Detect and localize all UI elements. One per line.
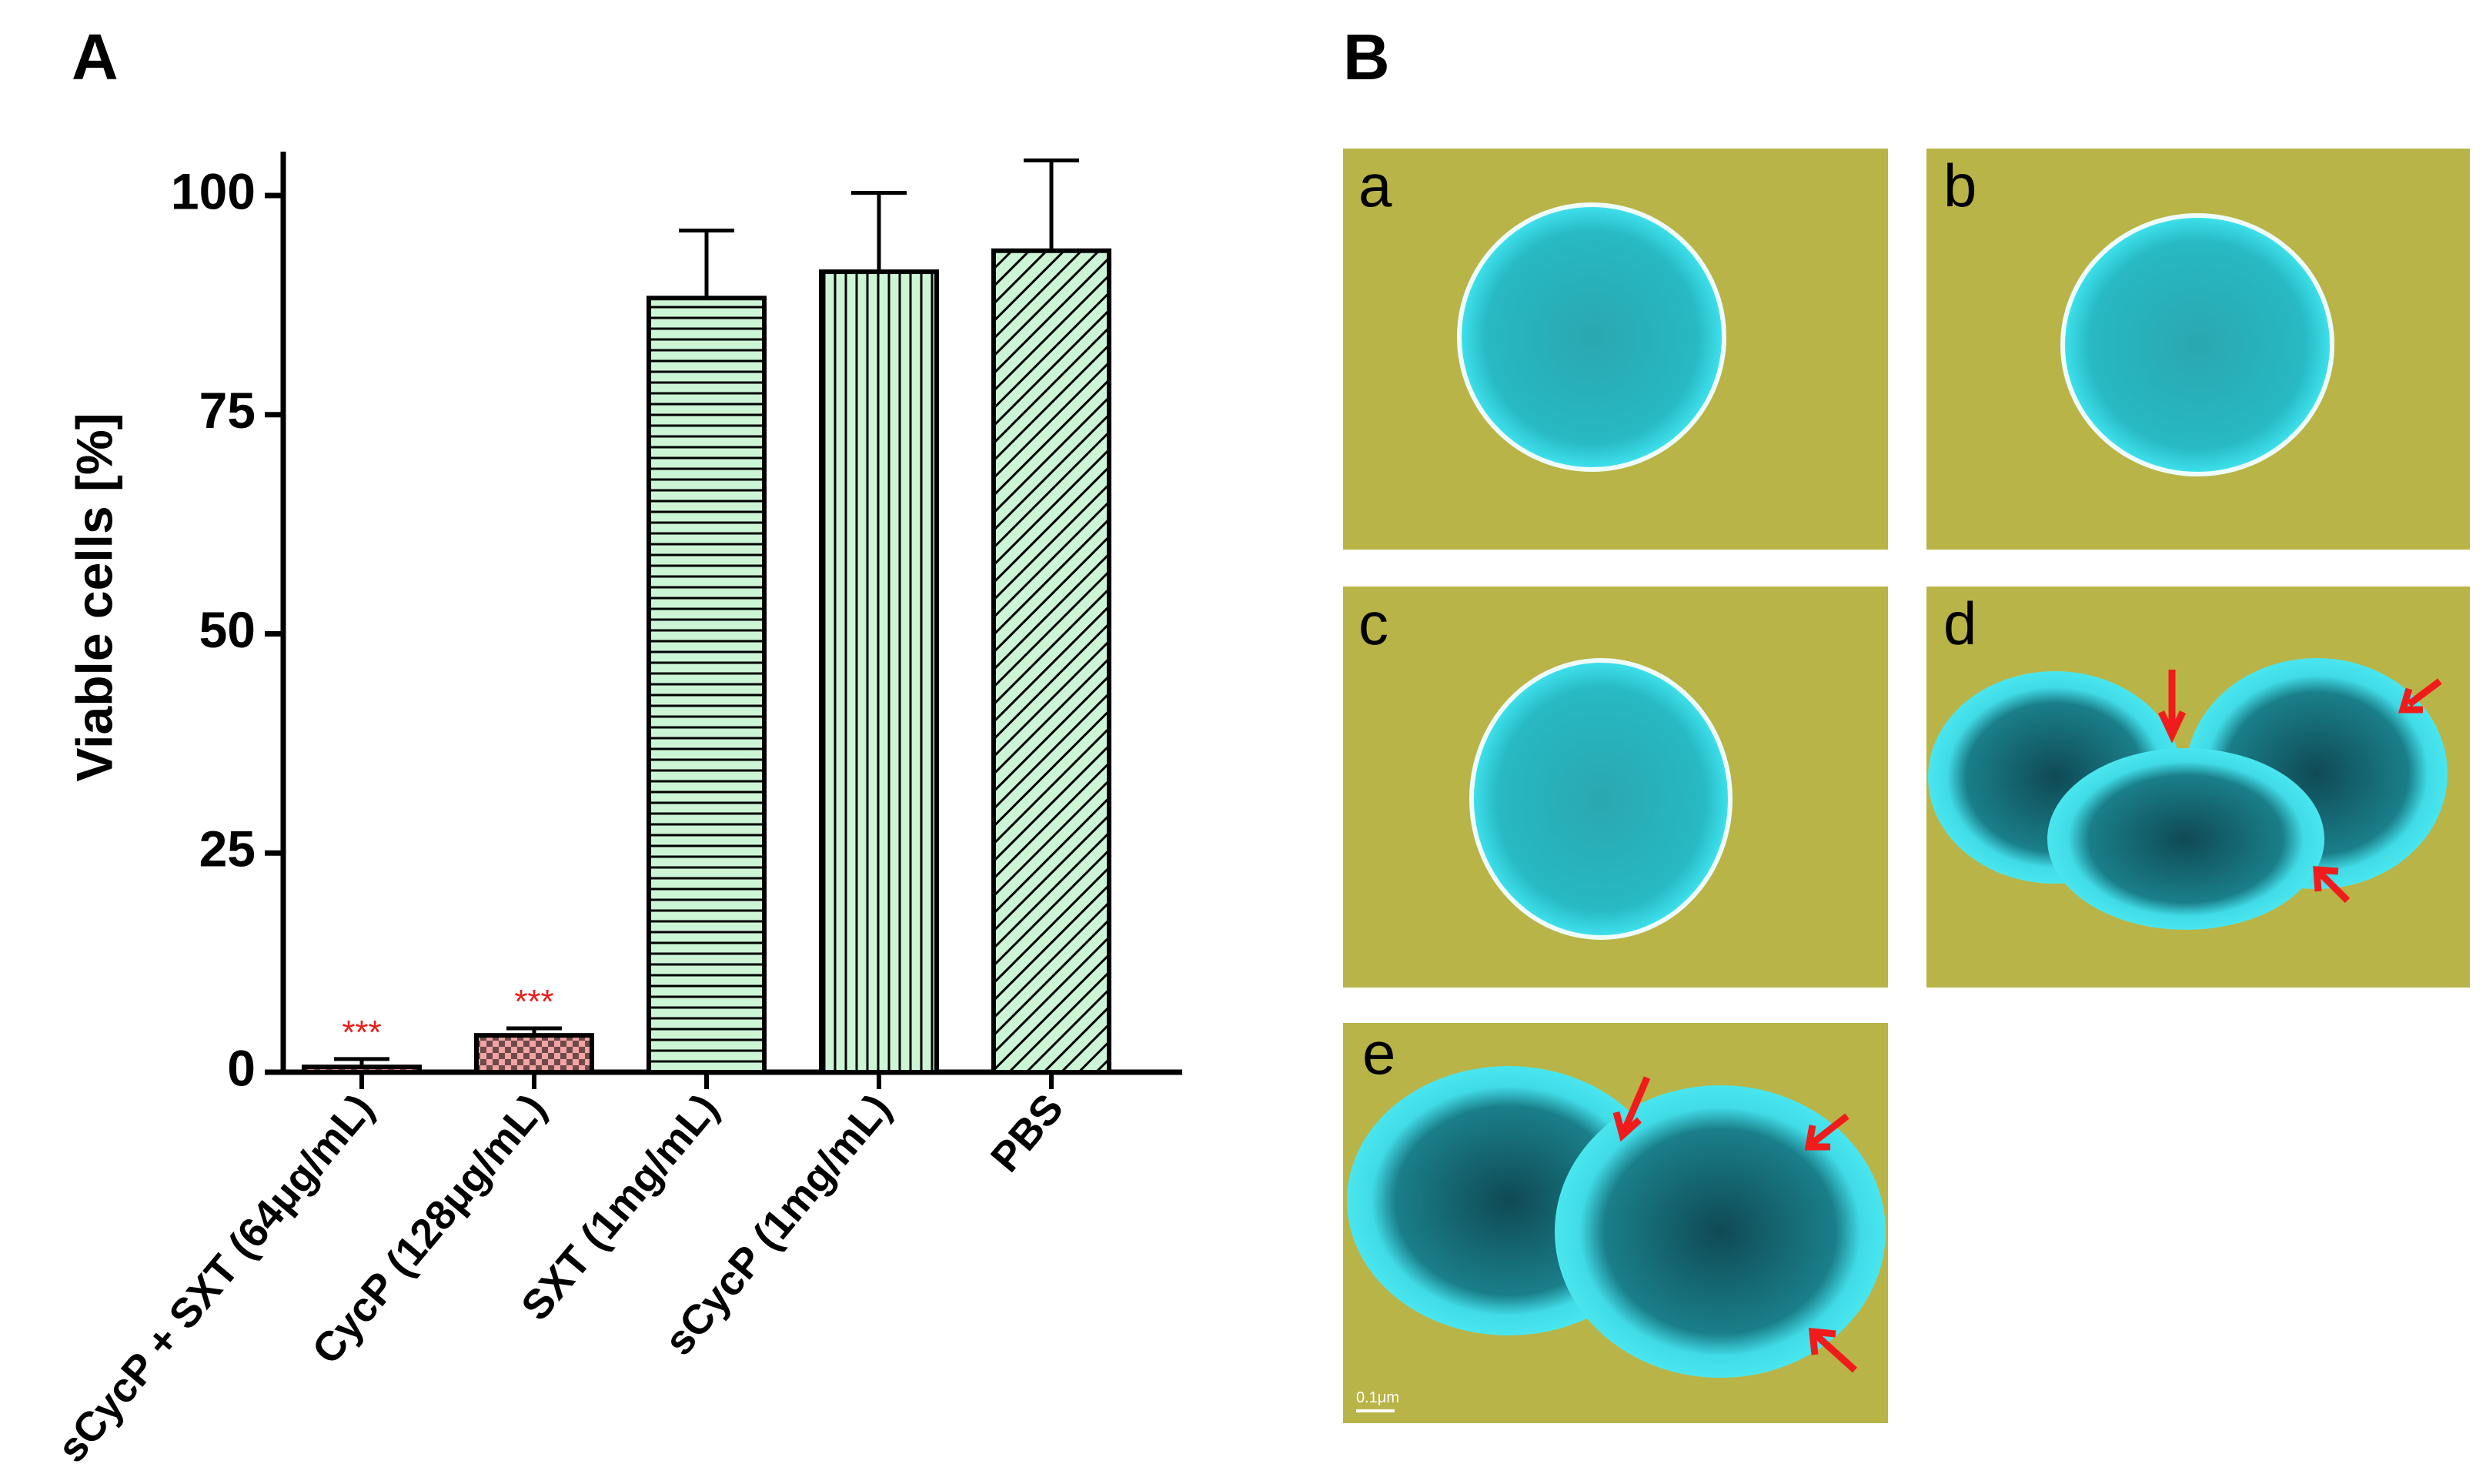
y-axis-label: Viable cells [%] xyxy=(65,413,122,781)
y-tick-label: 75 xyxy=(199,382,256,439)
bar-pattern xyxy=(302,1065,422,1075)
bar-pattern xyxy=(647,296,767,1075)
micrograph-b: b xyxy=(1926,149,2470,550)
micrograph-d: d xyxy=(1926,587,2470,988)
x-tick-label: sCycP + SXT (64μg/mL) xyxy=(48,1085,383,1471)
bar-pattern xyxy=(819,269,939,1075)
micrograph-label: d xyxy=(1943,590,1976,657)
micrograph-e: e 0.1μm xyxy=(1343,1019,1888,1423)
x-tick-label: PBS xyxy=(982,1085,1072,1181)
panel-label: B xyxy=(1343,21,1390,93)
scale-bar-label: 0.1μm xyxy=(1356,1389,1399,1406)
bar-pattern xyxy=(474,1033,594,1075)
micrograph-c: c xyxy=(1343,587,1888,988)
y-tick-label: 100 xyxy=(171,162,256,219)
micrograph-label: b xyxy=(1943,152,1976,219)
y-tick-label: 50 xyxy=(199,601,256,658)
bar-pattern xyxy=(991,248,1111,1075)
micrograph-label: a xyxy=(1358,152,1392,219)
y-tick-label: 25 xyxy=(199,821,256,877)
significance-label: *** xyxy=(514,983,553,1021)
micrograph-a: a xyxy=(1343,149,1888,550)
micrograph-label: c xyxy=(1358,590,1388,657)
y-tick-label: 0 xyxy=(227,1039,256,1096)
panel-label: A xyxy=(72,21,119,93)
micrograph-label: e xyxy=(1362,1019,1395,1087)
significance-label: *** xyxy=(342,1014,381,1051)
